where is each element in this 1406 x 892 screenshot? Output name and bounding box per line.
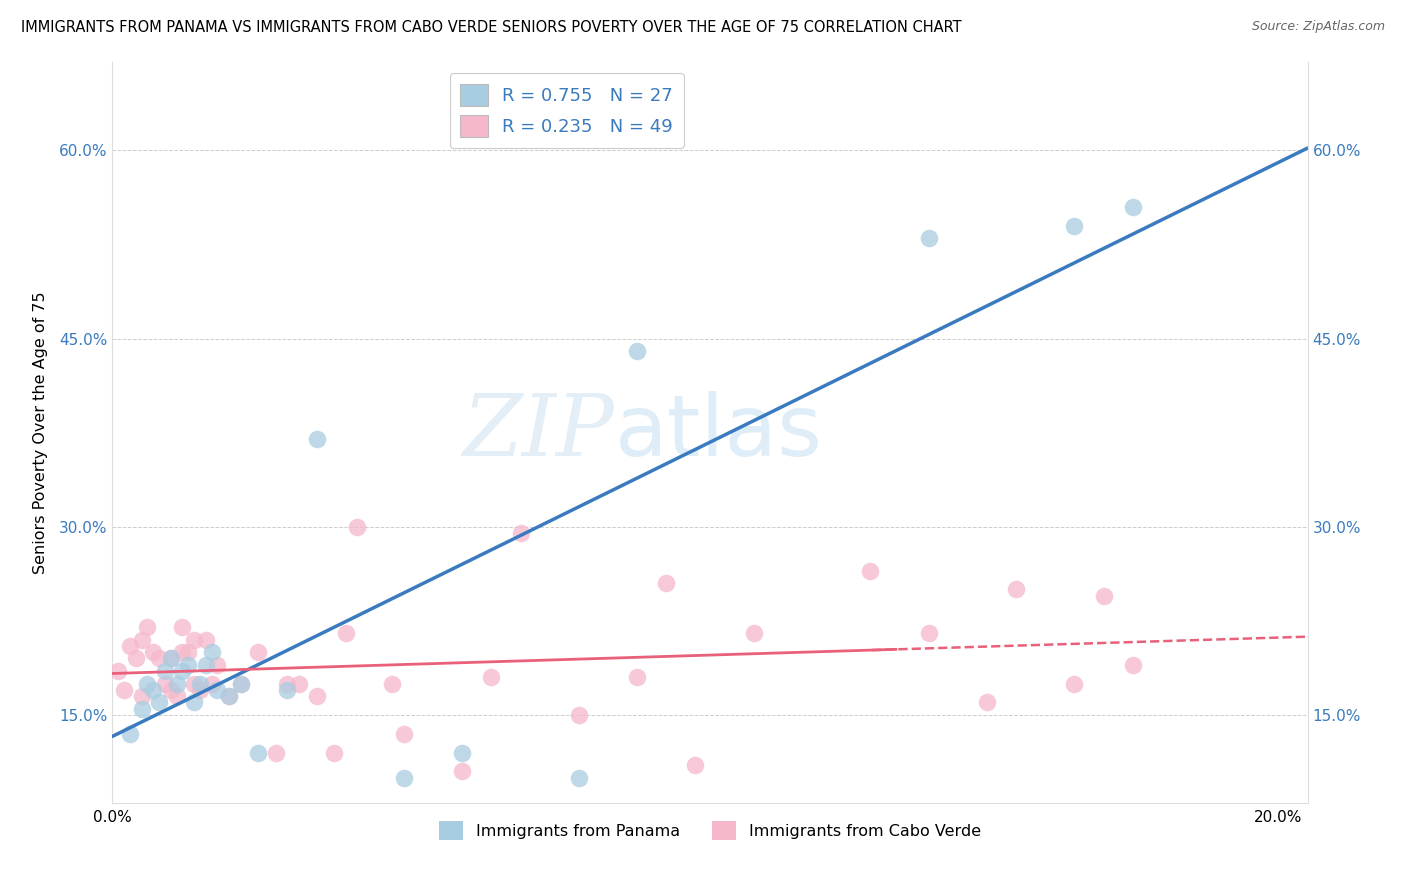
Point (1122, 200, 1144, 214)
Point (626, 670, 648, 684)
Point (200, 645, 222, 659)
Point (288, 676, 311, 690)
Point (136, 676, 159, 690)
Point (159, 682, 181, 697)
Point (136, 620, 159, 634)
Point (481, 670, 503, 684)
Point (194, 632, 217, 647)
Point (1092, 589, 1115, 603)
Point (200, 676, 222, 690)
Point (148, 651, 170, 665)
Point (172, 664, 194, 678)
Point (1122, 657, 1144, 672)
Point (183, 632, 205, 647)
Point (305, 432, 328, 446)
Point (568, 771, 591, 785)
Point (264, 746, 287, 760)
Point (118, 727, 141, 741)
Y-axis label: Seniors Poverty Over the Age of 75: Seniors Poverty Over the Age of 75 (32, 292, 48, 574)
Point (112, 682, 135, 697)
Point (229, 676, 252, 690)
Point (742, 626, 765, 640)
Point (976, 695, 998, 709)
Point (166, 676, 188, 690)
Point (451, 746, 474, 760)
Point (346, 520, 368, 534)
Point (451, 764, 474, 779)
Point (568, 708, 591, 723)
Point (188, 676, 211, 690)
Point (172, 620, 194, 634)
Point (917, 626, 939, 640)
Point (159, 651, 181, 665)
Point (188, 682, 211, 697)
Point (392, 727, 415, 741)
Point (509, 526, 531, 541)
Point (142, 645, 165, 659)
Point (172, 645, 194, 659)
Point (859, 564, 882, 578)
Legend: Immigrants from Panama, Immigrants from Cabo Verde: Immigrants from Panama, Immigrants from … (433, 814, 987, 847)
Point (655, 576, 678, 591)
Point (118, 639, 141, 653)
Text: IMMIGRANTS FROM PANAMA VS IMMIGRANTS FROM CABO VERDE SENIORS POVERTY OVER THE AG: IMMIGRANTS FROM PANAMA VS IMMIGRANTS FRO… (21, 20, 962, 35)
Point (107, 664, 129, 678)
Point (247, 746, 270, 760)
Point (1063, 219, 1085, 233)
Point (131, 701, 153, 715)
Text: atlas: atlas (614, 391, 823, 475)
Point (142, 682, 165, 697)
Point (381, 676, 404, 690)
Point (247, 645, 270, 659)
Point (153, 676, 176, 690)
Point (125, 651, 148, 665)
Text: Source: ZipAtlas.com: Source: ZipAtlas.com (1251, 20, 1385, 33)
Point (335, 626, 357, 640)
Point (917, 231, 939, 245)
Point (148, 695, 170, 709)
Point (207, 657, 229, 672)
Point (131, 689, 153, 703)
Point (276, 682, 298, 697)
Point (131, 632, 153, 647)
Point (183, 676, 205, 690)
Point (207, 682, 229, 697)
Point (323, 746, 346, 760)
Point (194, 657, 217, 672)
Point (183, 695, 205, 709)
Point (153, 664, 176, 678)
Point (305, 689, 328, 703)
Point (218, 689, 240, 703)
Point (177, 645, 200, 659)
Point (626, 344, 648, 359)
Point (685, 758, 707, 772)
Point (177, 657, 200, 672)
Point (276, 676, 298, 690)
Point (229, 676, 252, 690)
Text: ZIP: ZIP (463, 392, 614, 474)
Point (1005, 582, 1028, 597)
Point (166, 689, 188, 703)
Point (218, 689, 240, 703)
Point (392, 771, 415, 785)
Point (1063, 676, 1085, 690)
Point (159, 651, 181, 665)
